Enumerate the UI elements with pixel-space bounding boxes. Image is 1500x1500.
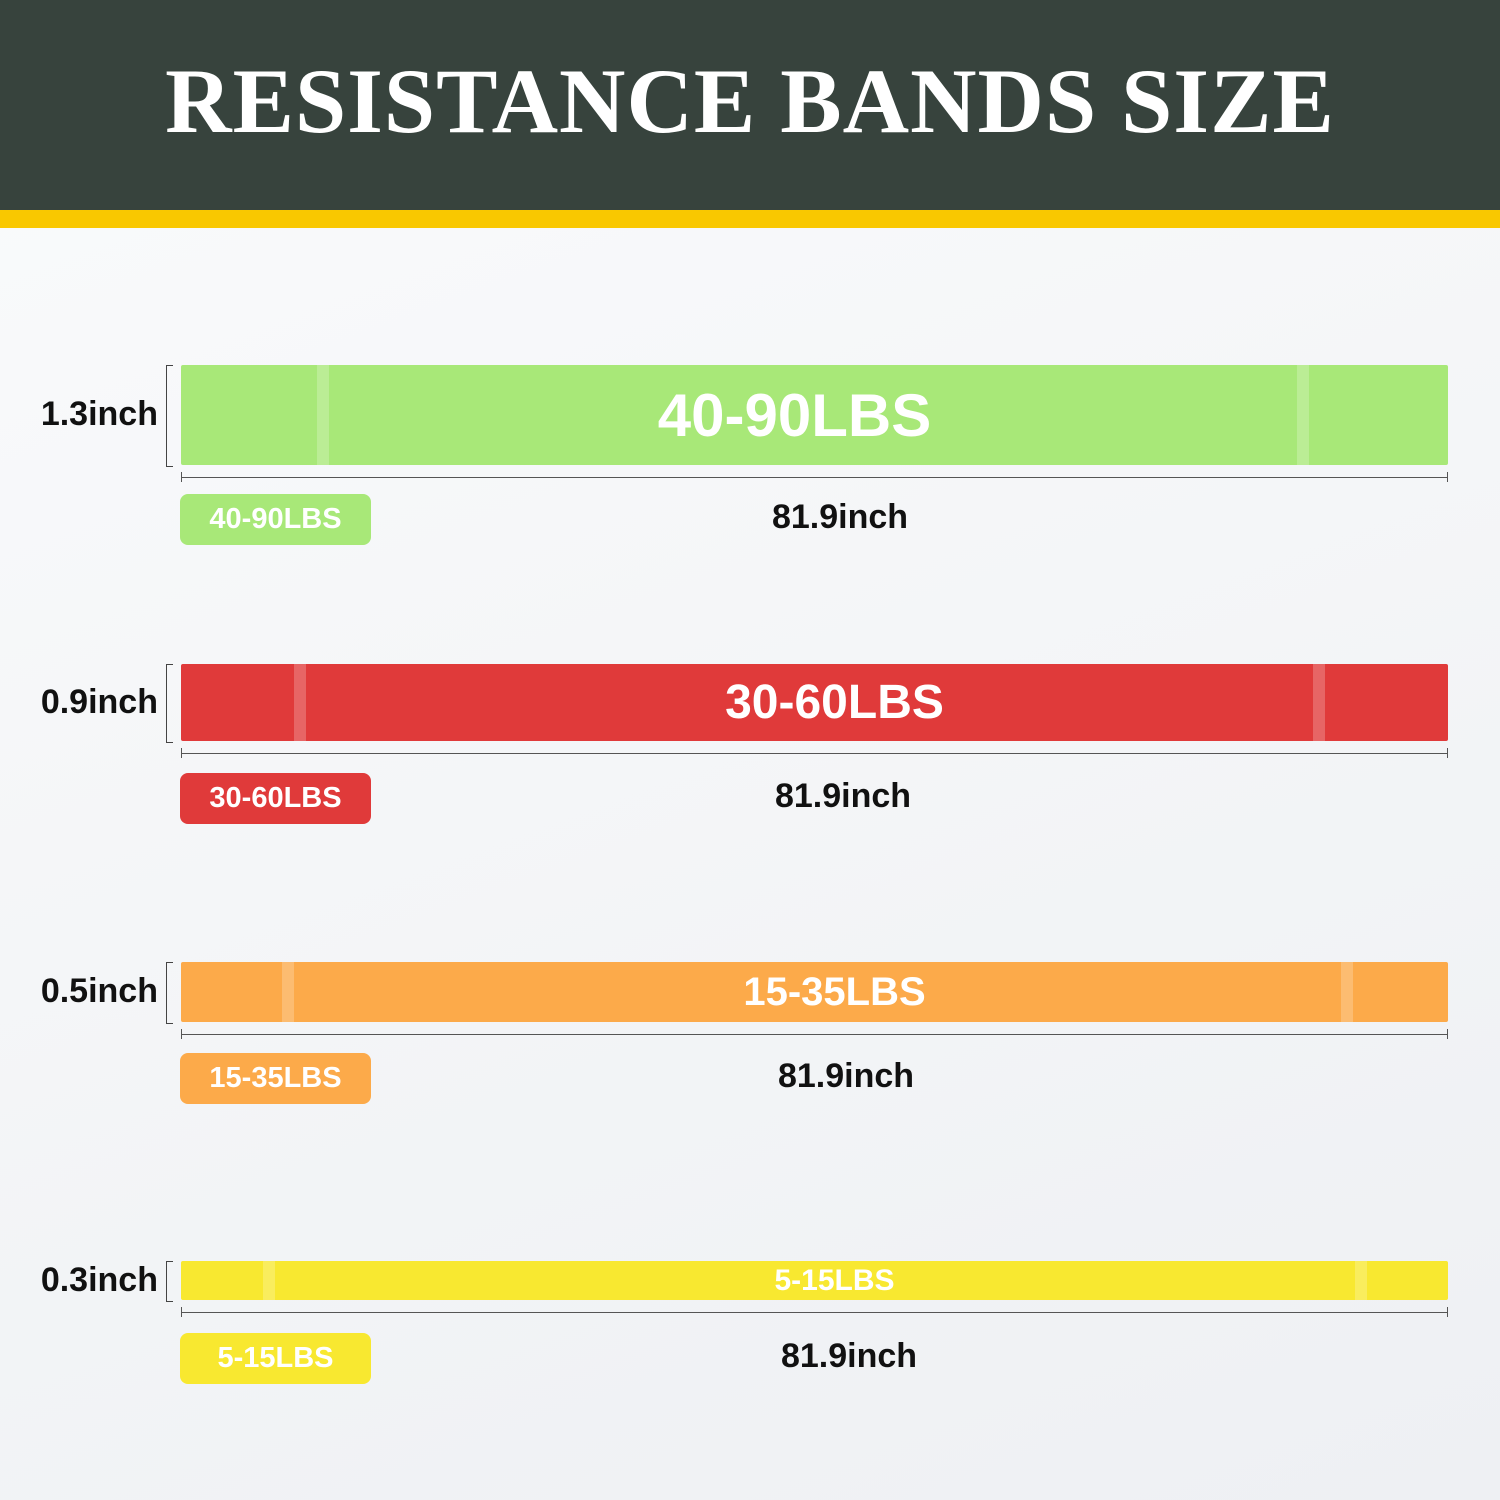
- title: RESISTANCE BANDS SIZE: [165, 50, 1335, 152]
- resistance-tag: 30-60LBS: [180, 773, 371, 824]
- band-clip: [1313, 664, 1325, 741]
- resistance-tag: 5-15LBS: [180, 1333, 371, 1384]
- length-label: 81.9inch: [780, 1337, 918, 1375]
- width-bracket: [166, 365, 173, 467]
- length-label: 81.9inch: [774, 777, 912, 815]
- band-clip: [263, 1261, 275, 1300]
- band-label: 40-90LBS: [657, 381, 932, 449]
- resistance-tag: 15-35LBS: [180, 1053, 371, 1104]
- band: 5-15LBS: [181, 1261, 1448, 1300]
- length-line: [181, 472, 1448, 482]
- width-label: 0.9inch: [40, 682, 158, 721]
- resistance-tag: 40-90LBS: [180, 494, 371, 545]
- length-line: [181, 1307, 1448, 1317]
- length-line: [181, 1029, 1448, 1039]
- width-bracket: [166, 1261, 173, 1302]
- band-clip: [1355, 1261, 1367, 1300]
- band-clip: [282, 962, 294, 1022]
- length-label: 81.9inch: [771, 498, 909, 536]
- band: 40-90LBS: [181, 365, 1448, 465]
- width-bracket: [166, 664, 173, 743]
- width-label: 0.5inch: [40, 972, 158, 1010]
- width-bracket: [166, 962, 173, 1024]
- width-label: 1.3inch: [40, 395, 158, 433]
- band-label: 15-35LBS: [743, 969, 926, 1014]
- band-label: 30-60LBS: [725, 676, 944, 729]
- width-label: 0.3inch: [40, 1260, 158, 1299]
- band: 15-35LBS: [181, 962, 1448, 1022]
- band-label: 5-15LBS: [774, 1263, 895, 1297]
- band-clip: [317, 365, 329, 465]
- band-clip: [1297, 365, 1309, 465]
- length-line: [181, 748, 1448, 758]
- band-clip: [294, 664, 306, 741]
- band-clip: [1341, 962, 1353, 1022]
- header: RESISTANCE BANDS SIZE: [0, 0, 1500, 228]
- length-label: 81.9inch: [777, 1057, 915, 1095]
- band: 30-60LBS: [181, 664, 1448, 741]
